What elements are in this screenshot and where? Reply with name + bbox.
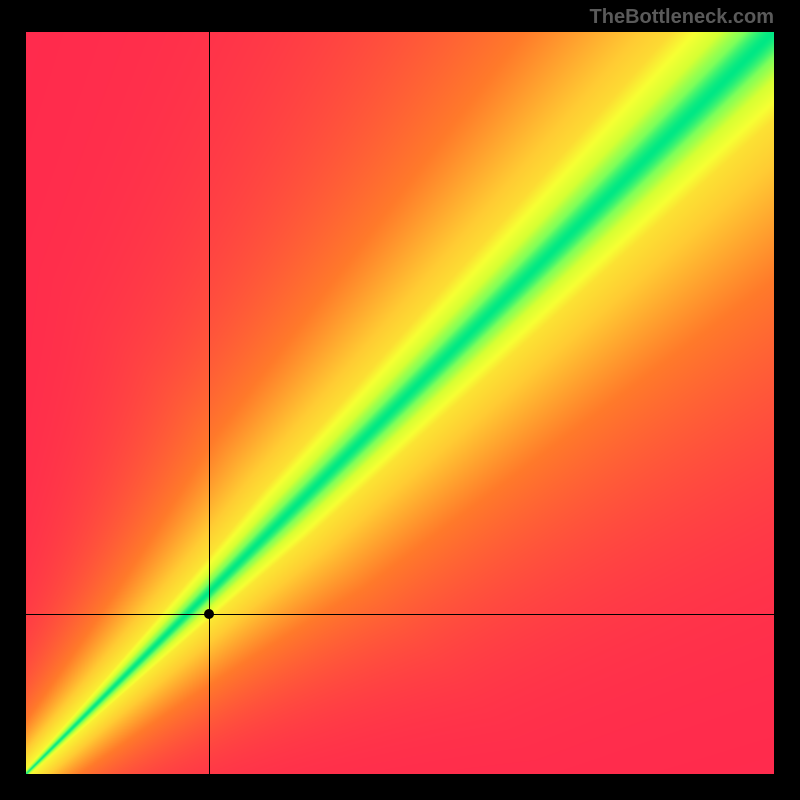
- heatmap-plot: [26, 32, 774, 774]
- watermark-text: TheBottleneck.com: [590, 6, 774, 29]
- crosshair-horizontal: [26, 614, 774, 615]
- crosshair-marker: [204, 609, 214, 619]
- heatmap-canvas: [26, 32, 774, 774]
- crosshair-vertical: [209, 32, 210, 774]
